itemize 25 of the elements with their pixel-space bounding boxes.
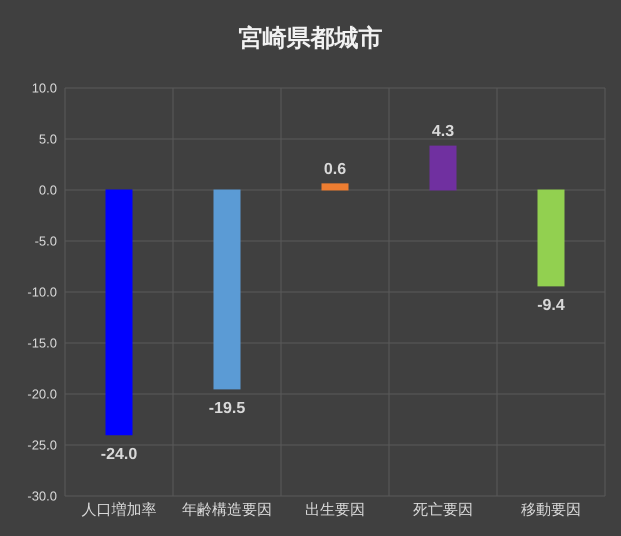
chart-title: 宮崎県都城市 (238, 24, 384, 54)
data-label: -9.4 (537, 296, 565, 314)
bar (322, 183, 348, 190)
bar (106, 190, 132, 436)
y-tick-label: 10.0 (32, 80, 57, 96)
x-tick-label: 移動要因 (521, 502, 581, 519)
x-tick-label: 年齢構造要因 (182, 502, 272, 519)
y-tick-label: -25.0 (27, 438, 57, 453)
data-label: 0.6 (324, 160, 346, 178)
x-tick-label: 死亡要因 (413, 502, 473, 519)
y-tick-label: 5.0 (38, 132, 57, 147)
x-tick-label: 人口増加率 (82, 502, 156, 519)
y-tick-label: 0.0 (38, 182, 57, 198)
data-label: 4.3 (432, 123, 454, 140)
data-label: -24.0 (100, 446, 138, 463)
y-tick-label: -5.0 (34, 234, 57, 249)
y-tick-label: -15.0 (27, 336, 57, 351)
bar (430, 146, 456, 190)
data-label: -19.5 (208, 400, 246, 417)
y-tick-label: -20.0 (27, 386, 57, 402)
y-tick-label: -30.0 (27, 488, 57, 504)
y-tick-label: -10.0 (27, 284, 57, 300)
x-tick-label: 出生要因 (305, 502, 365, 519)
bar (538, 190, 564, 286)
bar (214, 190, 240, 390)
